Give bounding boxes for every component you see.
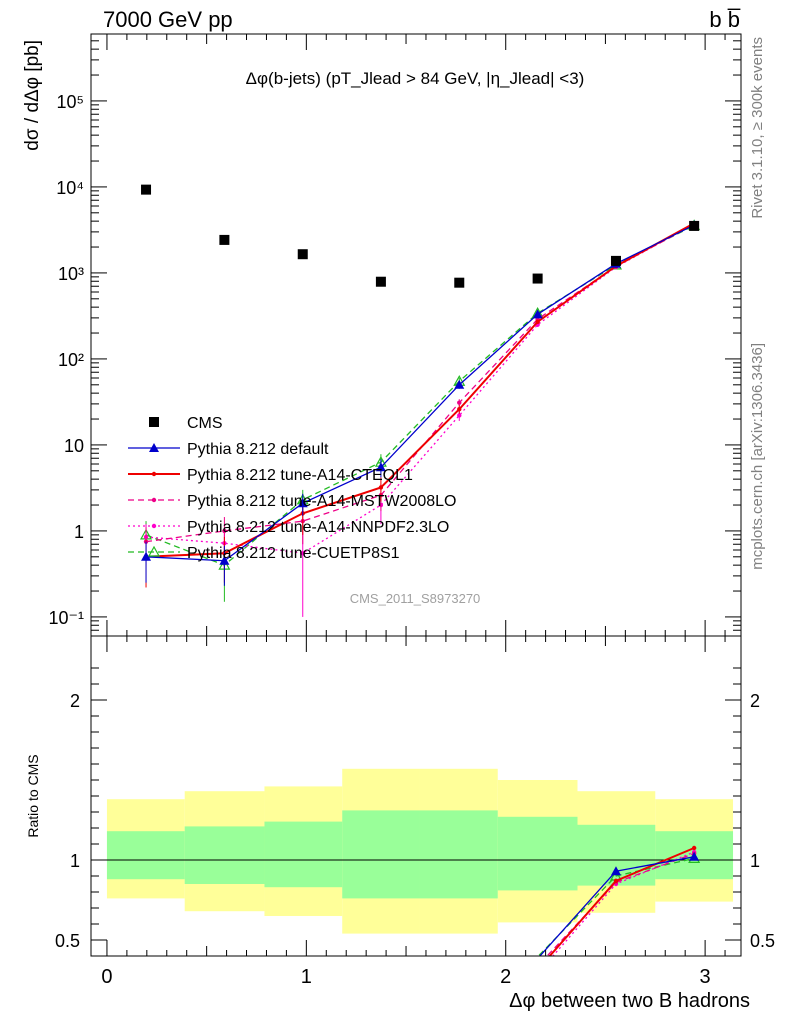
ratio-point bbox=[691, 845, 697, 851]
ratio-point bbox=[613, 878, 619, 883]
series-line bbox=[145, 224, 695, 562]
axes: 0 1 2 3 10⁻¹ 1 10 10² 10³ 10⁴ 10⁵ 0.5 0.5 1 1 2 2 bbox=[48, 33, 775, 988]
legend-entry-a14_mstw: Pythia 8.212 tune-A14-MSTW2008LO bbox=[128, 493, 456, 510]
ratio-y-tick-label: 0.5 bbox=[55, 931, 80, 951]
x-axis-title: Δφ between two B hadrons bbox=[509, 990, 750, 1012]
series-line bbox=[145, 224, 695, 566]
data-point bbox=[457, 413, 462, 418]
ratio-y-tick-label-right: 0.5 bbox=[750, 931, 775, 951]
y-tick-label: 10⁴ bbox=[56, 178, 84, 198]
ratio-series-default bbox=[539, 851, 700, 956]
legend-marker bbox=[151, 497, 157, 503]
ratio-point bbox=[610, 866, 621, 876]
legend-entry-default: Pythia 8.212 default bbox=[128, 441, 329, 458]
legend-entry-a14_cteql1: Pythia 8.212 tune-A14-CTEQL1 bbox=[128, 467, 413, 484]
rivet-version-label: Rivet 3.1.10, ≥ 300k events bbox=[749, 37, 766, 219]
legend-marker bbox=[149, 443, 159, 452]
analysis-id-label: CMS_2011_S8973270 bbox=[350, 591, 481, 606]
legend-entry-cuetp8s1: Pythia 8.212 tune-CUETP8S1 bbox=[128, 545, 400, 562]
plot-title: Δφ(b-jets) (pT_Jlead > 84 GeV, |η_Jlead|… bbox=[246, 69, 585, 88]
data-point bbox=[532, 309, 543, 319]
series-cms bbox=[141, 184, 700, 288]
ratio-y-tick-label-right: 1 bbox=[750, 851, 760, 871]
ratio-line bbox=[539, 856, 695, 956]
x-tick-label: 2 bbox=[500, 966, 511, 988]
ratio-series-a14_cteql1 bbox=[548, 845, 697, 956]
y-tick-label: 10² bbox=[58, 350, 84, 370]
legend-marker bbox=[149, 417, 159, 427]
data-point bbox=[454, 277, 465, 288]
band-inner bbox=[497, 816, 578, 891]
ratio-uncertainty-bands bbox=[91, 768, 741, 934]
band-inner bbox=[342, 810, 420, 899]
series-default bbox=[141, 220, 700, 586]
series-line bbox=[145, 223, 695, 554]
data-point bbox=[532, 273, 543, 284]
y-tick-label: 10³ bbox=[58, 264, 84, 284]
x-tick-label: 0 bbox=[101, 966, 112, 988]
legend-entry-a14_nnpdf: Pythia 8.212 tune-A14-NNPDF2.3LO bbox=[128, 519, 449, 536]
band-inner bbox=[419, 810, 498, 899]
data-point bbox=[375, 276, 386, 287]
data-point bbox=[457, 407, 462, 412]
band-inner bbox=[106, 831, 185, 880]
data-point bbox=[535, 319, 540, 325]
series-a14_mstw bbox=[143, 222, 697, 566]
legend-marker bbox=[151, 523, 157, 529]
x-tick-label: 3 bbox=[700, 966, 711, 988]
data-point bbox=[297, 249, 308, 260]
data-point bbox=[222, 528, 227, 534]
ratio-line bbox=[537, 857, 695, 956]
ratio-y-tick-label: 1 bbox=[70, 851, 80, 871]
data-point bbox=[141, 184, 152, 195]
legend-marker bbox=[151, 471, 157, 477]
data-point bbox=[297, 498, 308, 508]
x-tick-label: 1 bbox=[301, 966, 312, 988]
band-inner bbox=[184, 826, 265, 884]
data-point bbox=[378, 485, 384, 490]
legend-label: CMS bbox=[187, 415, 223, 432]
legend-label: Pythia 8.212 tune-A14-CTEQL1 bbox=[187, 467, 413, 484]
legend-label: Pythia 8.212 default bbox=[187, 441, 329, 458]
y-tick-label: 10⁵ bbox=[57, 92, 84, 112]
ratio-line bbox=[548, 847, 695, 956]
mcplots-reference-label: mcplots.cern.ch [arXiv:1306.3436] bbox=[749, 343, 766, 570]
legend-marker bbox=[147, 545, 161, 557]
main-y-axis-title: dσ / dΔφ [pb] bbox=[22, 40, 43, 151]
legend-label: Pythia 8.212 tune-CUETP8S1 bbox=[187, 545, 400, 562]
process-label: b b̅ bbox=[709, 7, 741, 32]
y-tick-label: 10⁻¹ bbox=[48, 608, 84, 628]
legend-label: Pythia 8.212 tune-A14-MSTW2008LO bbox=[187, 493, 456, 510]
plot-title-text: Δφ(b-jets) (pT_Jlead > 84 GeV, |η_Jlead|… bbox=[246, 69, 585, 88]
main-series bbox=[140, 184, 701, 617]
data-point bbox=[219, 555, 230, 565]
data-point bbox=[300, 551, 305, 556]
data-point bbox=[454, 379, 465, 389]
data-point bbox=[689, 220, 700, 231]
series-line bbox=[145, 222, 695, 558]
data-point bbox=[141, 551, 152, 561]
y-tick-label: 1 bbox=[74, 522, 84, 542]
energy-label: 7000 GeV pp bbox=[103, 7, 233, 32]
ratio-point bbox=[689, 851, 700, 861]
legend-entry-cms: CMS bbox=[149, 415, 223, 432]
ratio-line bbox=[552, 851, 695, 956]
band-inner bbox=[264, 821, 343, 888]
legend-label: Pythia 8.212 tune-A14-NNPDF2.3LO bbox=[187, 519, 449, 536]
ratio-y-axis-title: Ratio to CMS bbox=[25, 754, 41, 837]
ratio-y-tick-label: 2 bbox=[70, 691, 80, 711]
data-point bbox=[610, 255, 621, 266]
ratio-y-tick-label-right: 2 bbox=[750, 691, 760, 711]
ratio-series bbox=[537, 845, 701, 956]
y-tick-label: 10 bbox=[64, 436, 84, 456]
data-point bbox=[375, 462, 386, 472]
legend: CMS Pythia 8.212 default Pythia 8.212 tune… bbox=[128, 415, 456, 562]
data-point bbox=[219, 234, 230, 245]
data-point bbox=[457, 400, 462, 405]
